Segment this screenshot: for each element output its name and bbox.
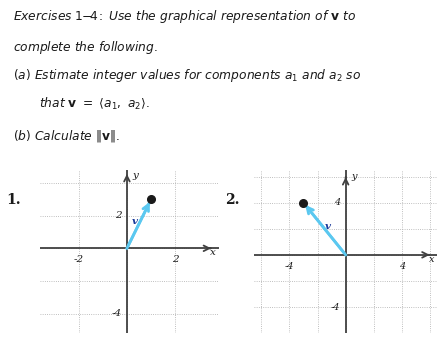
Text: 2: 2 bbox=[115, 211, 121, 220]
Text: -4: -4 bbox=[112, 309, 121, 318]
Text: 4: 4 bbox=[399, 262, 405, 271]
Text: -2: -2 bbox=[74, 255, 84, 264]
Text: x: x bbox=[211, 248, 216, 257]
Text: 2.: 2. bbox=[225, 193, 240, 207]
Text: -4: -4 bbox=[285, 262, 294, 271]
Text: $\it{that\ }$$\bf{v}$$\it{\ =\ }$$\it{\langle a_1,\ a_2\rangle}$$\it{.}$: $\it{that\ }$$\bf{v}$$\it{\ =\ }$$\it{\l… bbox=[39, 96, 150, 112]
Text: y: y bbox=[351, 171, 357, 180]
Text: 4: 4 bbox=[334, 198, 340, 207]
Text: $\it{Exercises\ 1\!\!-\!\!4\!:}$$\it{\ Use\ the\ graphical\ representation\ of\ : $\it{Exercises\ 1\!\!-\!\!4\!:}$$\it{\ U… bbox=[13, 8, 356, 25]
Text: $\it{(b)\ Calculate\ }$$\|\mathbf{v}\|$$\it{.}$: $\it{(b)\ Calculate\ }$$\|\mathbf{v}\|$$… bbox=[13, 128, 120, 144]
Text: v: v bbox=[132, 217, 138, 226]
Text: $\it{(a)\ Estimate\ integer\ values\ for\ components\ }$$\it{a}_1$$\it{\ and\ }$: $\it{(a)\ Estimate\ integer\ values\ for… bbox=[13, 67, 361, 84]
Text: 2: 2 bbox=[172, 255, 178, 264]
Text: v: v bbox=[325, 222, 330, 231]
Text: 1.: 1. bbox=[7, 193, 21, 207]
Text: x: x bbox=[429, 255, 434, 264]
Text: -4: -4 bbox=[330, 303, 340, 312]
Text: y: y bbox=[132, 171, 138, 180]
Text: $\it{complete\ the\ following.}$: $\it{complete\ the\ following.}$ bbox=[13, 39, 158, 56]
